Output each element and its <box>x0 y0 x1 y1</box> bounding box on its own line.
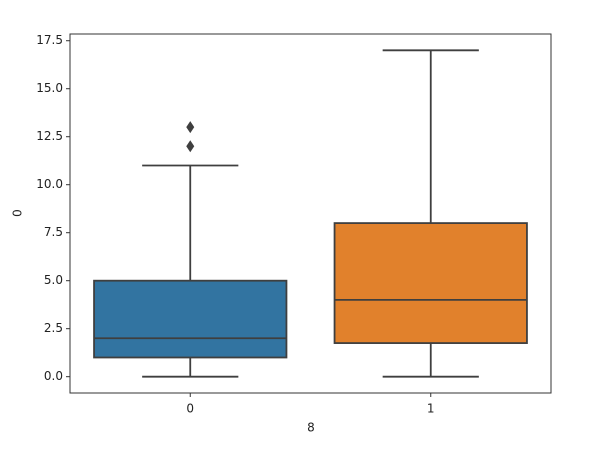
plot-frame <box>69 33 552 394</box>
y-tick-label: 5.0 <box>44 273 63 287</box>
y-tick-label: 7.5 <box>44 225 63 239</box>
x-axis-label: 8 <box>307 421 315 435</box>
y-tick-label: 17.5 <box>36 33 63 47</box>
box <box>333 222 528 344</box>
y-axis-label: 0 <box>11 209 25 217</box>
y-tick-label: 10.0 <box>36 177 63 191</box>
x-tick-label: 0 <box>186 402 194 416</box>
y-tick-label: 15.0 <box>36 81 63 95</box>
box <box>93 279 288 359</box>
x-tick-label: 1 <box>427 402 435 416</box>
y-tick-label: 0.0 <box>44 369 63 383</box>
y-tick-label: 12.5 <box>36 129 63 143</box>
outlier <box>186 140 195 153</box>
y-tick-label: 2.5 <box>44 321 63 335</box>
outlier <box>186 121 195 134</box>
